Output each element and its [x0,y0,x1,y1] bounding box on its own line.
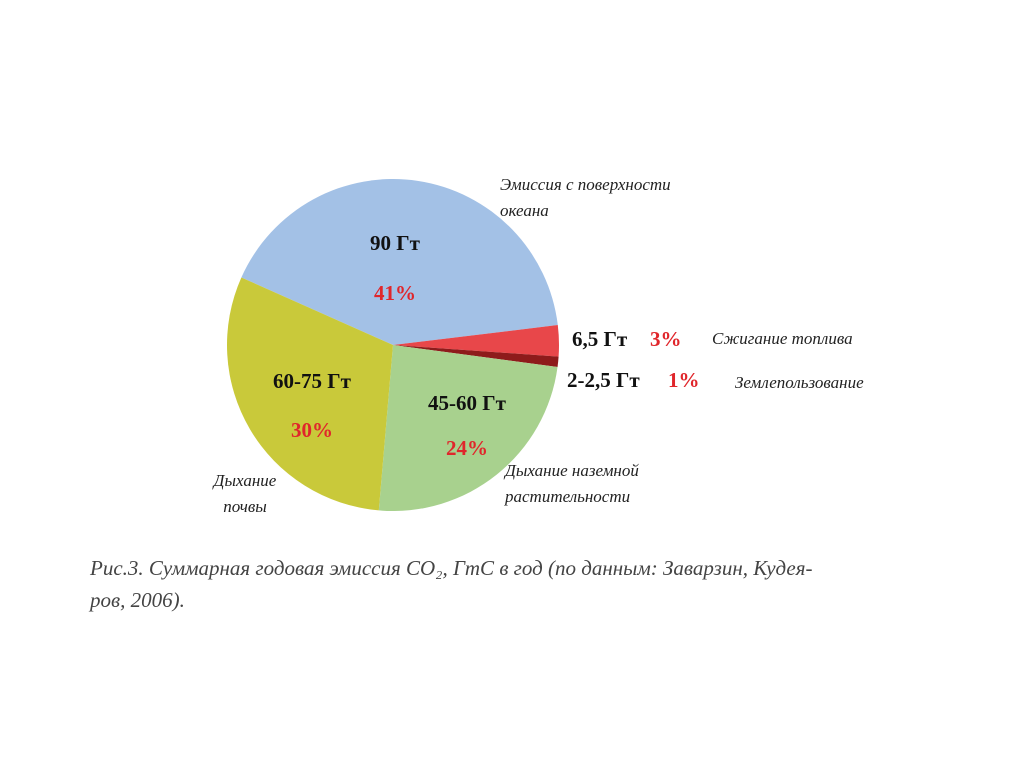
amount-label: 60-75 Гт [273,369,352,393]
amount-label: 45-60 Гт [428,391,507,415]
category-label: Дыхание почвы [213,471,277,516]
category-label: Сжигание топлива [712,329,853,348]
percent-label: 1% [668,368,700,392]
percent-label: 24% [446,436,488,460]
amount-label: 6,5 Гт [572,327,628,351]
amount-label: 2-2,5 Гт [567,368,640,392]
pie-slice [393,325,559,357]
caption: ров, 2006). [90,588,185,612]
pie-slice [241,178,558,345]
category-label: Эмиссия с поверхности океана [500,175,671,220]
pie-slice [378,345,558,511]
category-label: Дыхание наземной растительности [505,461,639,506]
percent-label: 30% [291,418,333,442]
caption: Рис.3. Суммарная годовая эмиссия CO₂, Гт… [90,556,813,580]
category-label: Землепользование [735,373,864,392]
pie-slice [226,277,393,511]
percent-label: 41% [374,281,416,305]
percent-label: 3% [650,327,682,351]
pie-slice [393,345,559,368]
amount-label: 90 Гт [370,231,421,255]
